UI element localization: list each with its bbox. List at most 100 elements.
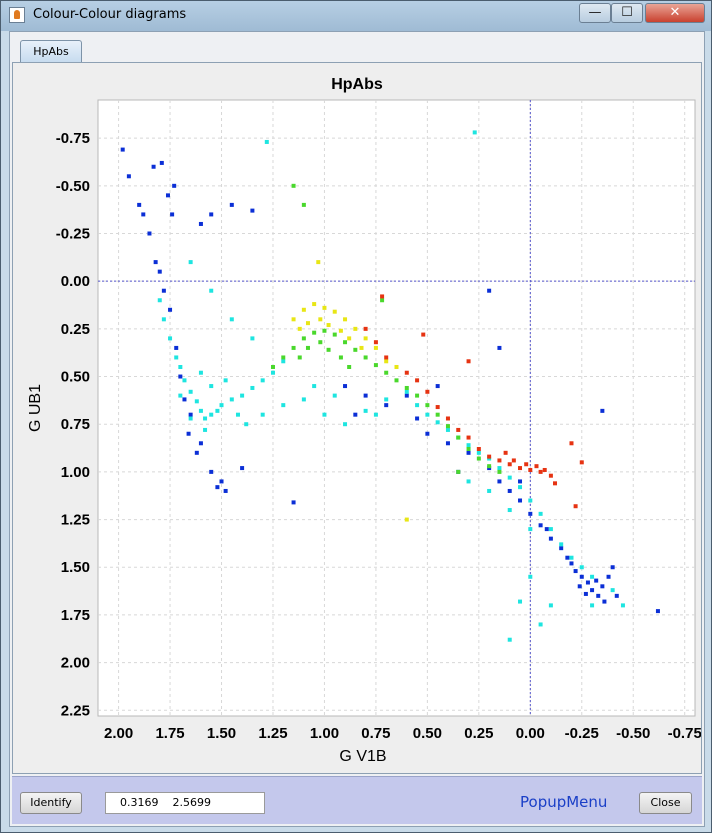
scatter-point-blue: [291, 500, 296, 505]
scatter-chart[interactable]: 2.00 1.75 1.50 1.25 1.00 0.75 0.50 0.25 0.00 -0.2…: [13, 63, 701, 773]
scatter-point-blue: [415, 416, 420, 421]
scatter-point-blue: [194, 450, 199, 455]
scatter-point-yellow: [338, 328, 343, 333]
scatter-point-blue: [596, 593, 601, 598]
scatter-point-green: [281, 355, 286, 360]
scatter-point-blue: [600, 584, 605, 589]
x-tick-label: 1.00: [310, 725, 339, 742]
scatter-point-green: [380, 298, 385, 303]
chart-title: HpAbs: [331, 76, 383, 93]
scatter-point-cyan: [322, 412, 327, 417]
scatter-point-blue: [182, 397, 187, 402]
scatter-point-green: [456, 435, 461, 440]
minimize-button[interactable]: —: [579, 3, 611, 23]
scatter-point-green: [301, 336, 306, 341]
scatter-point-blue: [565, 555, 570, 560]
chart-panel: 2.00 1.75 1.50 1.25 1.00 0.75 0.50 0.25 0.00 -0.2…: [12, 62, 702, 774]
scatter-point-cyan: [528, 498, 533, 503]
scatter-point-blue: [170, 212, 175, 217]
scatter-point-yellow: [322, 305, 327, 310]
popup-menu-link[interactable]: PopupMenu: [520, 793, 608, 811]
scatter-point-cyan: [569, 555, 574, 560]
scatter-point-yellow: [312, 302, 317, 307]
scatter-point-blue: [161, 288, 166, 293]
x-tick-label: -0.75: [668, 725, 701, 742]
scatter-point-blue: [141, 212, 146, 217]
scatter-point-cyan: [466, 443, 471, 448]
scatter-point-blue: [445, 441, 450, 446]
scatter-point-red: [384, 355, 389, 360]
x-tick-label: 2.00: [104, 725, 133, 742]
y-tick-label: -0.50: [56, 178, 90, 195]
scatter-point-blue: [466, 450, 471, 455]
scatter-point-blue: [507, 488, 512, 493]
main-content: HpAbs 2.00 1.75 1.50 1.25 1.00 0.75 0.50 0.25 0.…: [9, 31, 705, 827]
scatter-point-green: [445, 424, 450, 429]
scatter-point-red: [503, 450, 508, 455]
scatter-point-red: [456, 427, 461, 432]
y-tick-label: 1.75: [61, 607, 90, 624]
scatter-point-blue: [559, 546, 564, 551]
y-tick-label: 0.50: [61, 369, 90, 386]
crosshair: [98, 100, 695, 716]
coordinate-field[interactable]: 0.3169 2.5699: [105, 792, 265, 814]
scatter-point-green: [425, 403, 430, 408]
scatter-point-cyan: [404, 389, 409, 394]
scatter-point-green: [404, 385, 409, 390]
scatter-point-cyan: [223, 378, 228, 383]
scatter-point-red: [507, 462, 512, 467]
x-axis-label: G V1B: [339, 748, 386, 765]
scatter-point-yellow: [332, 309, 337, 314]
scatter-point-cyan: [312, 384, 317, 389]
scatter-point-cyan: [528, 527, 533, 532]
x-tick-label: 0.25: [464, 725, 493, 742]
scatter-point-yellow: [343, 317, 348, 322]
scatter-point-cyan: [538, 622, 543, 627]
scatter-point-cyan: [240, 393, 245, 398]
scatter-point-blue: [614, 593, 619, 598]
scatter-point-cyan: [209, 412, 214, 417]
scatter-point-green: [497, 469, 502, 474]
scatter-point-blue: [198, 221, 203, 226]
scatter-point-yellow: [347, 336, 352, 341]
scatter-point-blue: [425, 431, 430, 436]
scatter-point-blue: [610, 565, 615, 570]
scatter-point-cyan: [466, 479, 471, 484]
scatter-point-yellow: [297, 326, 302, 331]
title-bar[interactable]: Colour-Colour diagrams — ☐ ✕: [1, 1, 711, 31]
plot-area[interactable]: [97, 99, 696, 717]
tab-hpabs[interactable]: HpAbs: [20, 40, 82, 62]
x-tick-label: 0.50: [413, 725, 442, 742]
scatter-point-cyan: [579, 565, 584, 570]
scatter-point-green: [332, 332, 337, 337]
scatter-point-green: [456, 469, 461, 474]
scatter-point-cyan: [244, 422, 249, 427]
scatter-point-blue: [120, 147, 125, 152]
scatter-point-red: [538, 469, 543, 474]
scatter-point-blue: [655, 609, 660, 614]
scatter-point-cyan: [332, 393, 337, 398]
scatter-point-cyan: [548, 603, 553, 608]
scatter-point-yellow: [404, 517, 409, 522]
scatter-point-red: [573, 504, 578, 509]
scatter-point-yellow: [326, 323, 331, 328]
close-button[interactable]: Close: [639, 792, 692, 814]
scatter-point-blue: [209, 469, 214, 474]
maximize-button[interactable]: ☐: [611, 3, 643, 23]
scatter-point-cyan: [209, 384, 214, 389]
scatter-point-blue: [497, 345, 502, 350]
close-window-button[interactable]: ✕: [645, 3, 705, 23]
scatter-point-blue: [544, 527, 549, 532]
scatter-point-red: [425, 389, 430, 394]
scatter-point-cyan: [373, 412, 378, 417]
identify-button[interactable]: Identify: [20, 792, 82, 814]
scatter-point-blue: [583, 591, 588, 596]
scatter-point-green: [297, 355, 302, 360]
y-tick-label: 1.50: [61, 559, 90, 576]
scatter-point-blue: [174, 345, 179, 350]
scatter-point-yellow: [384, 359, 389, 364]
scatter-point-cyan: [215, 408, 220, 413]
scatter-point-green: [347, 364, 352, 369]
scatter-point-blue: [223, 488, 228, 493]
scatter-point-cyan: [161, 317, 166, 322]
